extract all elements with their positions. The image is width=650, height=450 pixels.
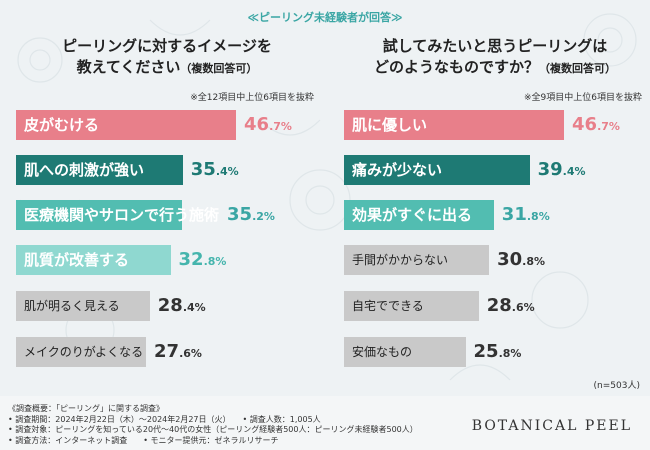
bar-value-label: 35.2% <box>227 200 275 230</box>
bar-value-label: 28.4% <box>158 291 206 321</box>
question-title: 試してみたいと思うピーリングは どのようなものですか？（複数回答可） <box>336 36 650 79</box>
bar-value-decimal: .4% <box>215 165 239 178</box>
bar-chart: 肌に優しい 46.7% 痛みが少ない 39.4% 効果がすぐに出る 31.8% 手間がかから… <box>336 28 650 376</box>
brand-logo: BOTANICAL PEEL <box>471 418 632 434</box>
bar <box>344 155 530 185</box>
bar-value-decimal: .7% <box>269 120 292 133</box>
bar-value-integer: 27 <box>154 341 180 362</box>
bar-label: 医療機関やサロンで行う施術 <box>24 206 220 224</box>
bar <box>344 110 564 140</box>
bar-value-decimal: .6% <box>179 347 202 360</box>
bar-value-label: 28.6% <box>487 291 535 321</box>
bar-value-integer: 35 <box>227 204 253 225</box>
bar <box>344 245 490 275</box>
bar-value-decimal: .8% <box>203 255 227 268</box>
bar-value-integer: 28 <box>486 295 512 316</box>
bar-value-decimal: .7% <box>597 120 620 133</box>
question-subtitle: （複数回答可） <box>180 62 258 75</box>
chart-panel-image: ピーリングに対するイメージを 教えてください（複数回答可） ※全12項目中上位6… <box>8 28 326 376</box>
bar-value-decimal: .8% <box>526 210 550 223</box>
bar-value-label: 32.8% <box>179 245 227 275</box>
bar-value-integer: 30 <box>497 249 523 270</box>
bar-label: 肌への刺激が強い <box>24 161 145 179</box>
bar-label: 肌が明るく見える <box>24 299 120 313</box>
bar-value-integer: 32 <box>178 249 204 270</box>
bar-value-integer: 46 <box>244 114 270 135</box>
bar-value-label: 35.4% <box>191 155 239 185</box>
bar <box>16 200 182 230</box>
bar <box>16 245 171 275</box>
sample-size-note: (n=503人) <box>593 381 640 391</box>
bar-value-decimal: .8% <box>498 347 522 360</box>
bar-value-label: 31.8% <box>502 200 550 230</box>
bar-value-label: 30.8% <box>497 245 545 275</box>
bar-value-label: 46.7% <box>244 110 292 140</box>
bar-label: メイクのりがよくなる <box>24 345 144 359</box>
bar-value-integer: 35 <box>190 159 216 180</box>
bar-label: 肌質が改善する <box>24 251 130 269</box>
bar-value-decimal: .4% <box>182 301 206 314</box>
bar <box>344 337 466 367</box>
bar-label: 安価なもの <box>352 345 413 359</box>
bar-label: 痛みが少ない <box>352 161 443 179</box>
extract-note: ※全9項目中上位6項目を抜粋 <box>524 93 642 103</box>
footer-period: • 調査期間：2024年2月22日（木）～2024年2月27日（火） • 調査人… <box>8 414 321 424</box>
survey-footer: 《調査概要：「ピーリング」に関する調査》 • 調査期間：2024年2月22日（木… <box>0 396 650 450</box>
bar-value-label: 25.8% <box>474 337 522 367</box>
extract-note: ※全12項目中上位6項目を抜粋 <box>190 93 314 103</box>
bar <box>16 337 147 367</box>
bar <box>16 155 183 185</box>
bar-value-integer: 39 <box>537 159 563 180</box>
footer-method: • 調査方法：インターネット調査 • モニター提供元：ゼネラルリサーチ <box>8 435 279 445</box>
question-title-line2: 教えてください <box>76 58 181 76</box>
bar-value-decimal: .2% <box>252 210 275 223</box>
bar-chart: 皮がむける 46.7% 肌への刺激が強い 35.4% 医療機関やサロンで行う施術 35.2… <box>8 28 326 376</box>
bar-label: 肌に優しい <box>352 116 428 134</box>
bar <box>16 110 236 140</box>
bar-value-label: 46.7% <box>572 110 620 140</box>
bar-value-label: 27.6% <box>154 337 202 367</box>
question-subtitle: （複数回答可） <box>539 62 616 75</box>
question-title-line1: ピーリングに対するイメージを <box>62 37 272 55</box>
bar-value-decimal: .6% <box>511 301 535 314</box>
bar-label: 皮がむける <box>24 116 100 134</box>
question-title: ピーリングに対するイメージを 教えてください（複数回答可） <box>8 36 326 79</box>
bar-value-integer: 46 <box>572 114 598 135</box>
question-title-line2: どのようなものですか？ <box>373 58 539 76</box>
footer-target: • 調査対象：ピーリングを知っている20代～40代の女性（ピーリング経験者500… <box>8 425 418 434</box>
bar <box>16 291 150 321</box>
question-title-line1: 試してみたいと思うピーリングは <box>382 37 608 55</box>
bar-value-integer: 31 <box>501 204 527 225</box>
respondent-banner: ≪ピーリング未経験者が回答≫ <box>247 11 403 24</box>
bar-value-decimal: .4% <box>562 165 586 178</box>
bar-label: 効果がすぐに出る <box>352 206 473 224</box>
bar-label: 手間がかからない <box>352 253 449 267</box>
bar <box>344 291 479 321</box>
bar-value-integer: 28 <box>157 295 183 316</box>
footer-heading: 《調査概要：「ピーリング」に関する調査》 <box>8 404 164 413</box>
bar-value-decimal: .8% <box>522 255 546 268</box>
bar-value-integer: 25 <box>473 341 499 362</box>
bar <box>344 200 494 230</box>
bar-label: 自宅でできる <box>352 299 424 313</box>
bar-value-label: 39.4% <box>538 155 586 185</box>
chart-panel-preference: 試してみたいと思うピーリングは どのようなものですか？（複数回答可） ※全9項目… <box>336 28 650 376</box>
